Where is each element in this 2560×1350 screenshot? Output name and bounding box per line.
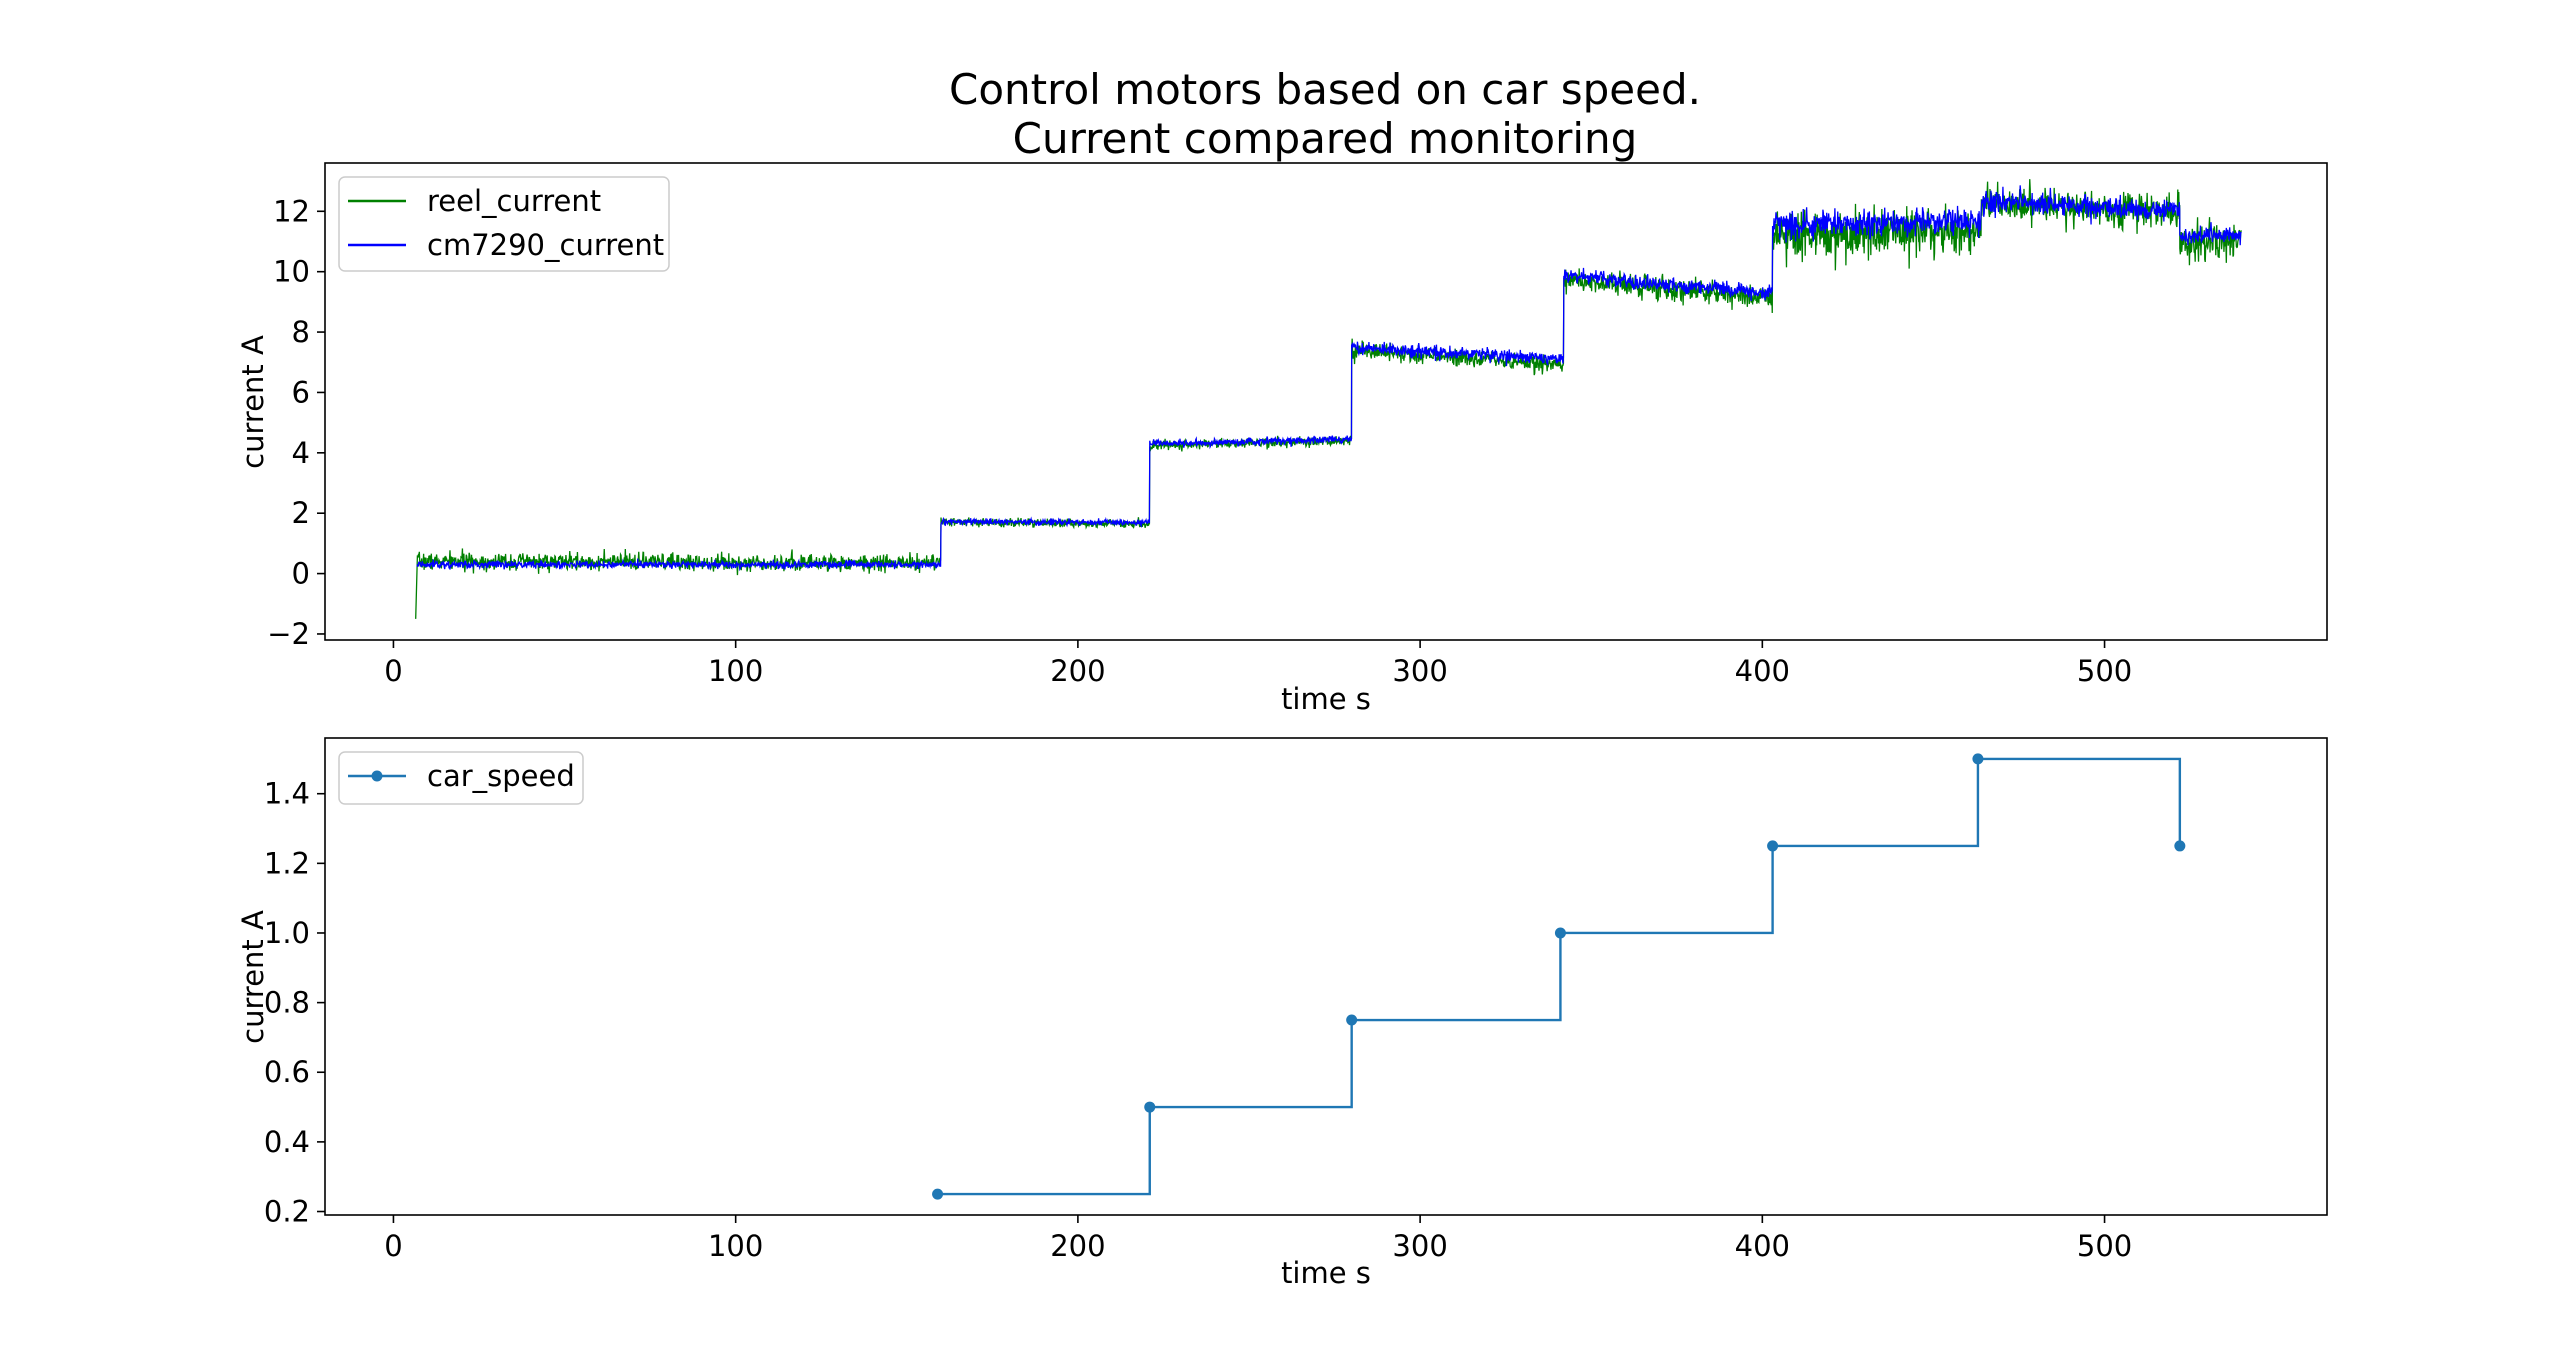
car-speed-point — [932, 1188, 944, 1200]
speed-x-tick-label: 300 — [1392, 1229, 1447, 1263]
current-x-tick-label: 100 — [708, 654, 763, 688]
current-y-tick-label: 4 — [292, 436, 310, 470]
car-speed-legend-marker — [371, 770, 383, 782]
current-x-ticks: 0 100 200 300 400 500 — [384, 640, 2132, 688]
current-y-tick-label: 10 — [273, 255, 310, 289]
speed-x-tick-label: 0 — [384, 1229, 402, 1263]
current-y-tick-label: 12 — [273, 194, 310, 228]
current-plot-frame — [324, 162, 2328, 641]
current-y-tick-label: 8 — [292, 315, 310, 349]
speed-x-axis-label: time s — [1281, 1256, 1371, 1290]
speed-x-tick-label: 200 — [1050, 1229, 1105, 1263]
speed-x-tick-label: 400 — [1735, 1229, 1790, 1263]
current-y-axis-label: current A — [236, 335, 270, 469]
current-y-tick-label: −2 — [267, 617, 310, 651]
speed-y-tick-label: 1.4 — [264, 777, 310, 811]
chart-title-line-1: Control motors based on car speed. — [949, 65, 1701, 114]
speed-y-tick-label: 0.4 — [264, 1125, 310, 1159]
current-x-tick-label: 0 — [384, 654, 402, 688]
speed-x-tick-label: 500 — [2077, 1229, 2132, 1263]
car-speed-point — [1767, 840, 1779, 852]
speed-y-axis-label: current A — [236, 910, 270, 1044]
car-speed-legend-label: car_speed — [427, 759, 575, 793]
speed-y-tick-label: 0.2 — [264, 1195, 310, 1229]
speed-y-tick-label: 1.2 — [264, 846, 310, 880]
current-y-tick-label: 0 — [292, 557, 310, 591]
current-comparison-subplot: 0 100 200 300 400 500 −2 0 2 4 6 8 10 12 time s curr… — [236, 162, 2328, 716]
current-x-tick-label: 300 — [1392, 654, 1447, 688]
car-speed-subplot: 0 100 200 300 400 500 0.2 0.4 0.6 0.8 1.0 1.2 1.4 t… — [236, 737, 2328, 1290]
speed-x-tick-label: 100 — [708, 1229, 763, 1263]
speed-legend-box — [338, 751, 584, 805]
car-speed-point — [1144, 1101, 1156, 1113]
speed-y-tick-label: 0.6 — [264, 1055, 310, 1089]
speed-series-layer — [932, 753, 2186, 1200]
current-x-tick-label: 500 — [2077, 654, 2132, 688]
reel-current-legend-label: reel_current — [427, 184, 601, 218]
chart-title-line-2: Current compared monitoring — [1013, 114, 1638, 163]
current-legend-box — [338, 176, 670, 272]
speed-y-tick-label: 0.8 — [264, 986, 310, 1020]
current-y-ticks: −2 0 2 4 6 8 10 12 — [267, 194, 325, 651]
speed-x-ticks: 0 100 200 300 400 500 — [384, 1215, 2132, 1263]
speed-plot-frame — [324, 737, 2328, 1216]
car-speed-point — [1346, 1014, 1358, 1026]
speed-y-ticks: 0.2 0.4 0.6 0.8 1.0 1.2 1.4 — [264, 777, 325, 1229]
car-speed-point — [1554, 927, 1566, 939]
car-speed-point — [2174, 840, 2186, 852]
speed-plot-area — [325, 738, 2327, 1215]
current-x-axis-label: time s — [1281, 682, 1371, 716]
speed-y-tick-label: 1.0 — [264, 916, 310, 950]
current-y-tick-label: 2 — [292, 496, 310, 530]
car-speed-point — [1972, 753, 1984, 765]
current-x-tick-label: 400 — [1735, 654, 1790, 688]
cm7290-current-line — [416, 185, 2242, 572]
current-legend: reel_current cm7290_current — [338, 176, 670, 272]
current-series-layer — [415, 179, 2242, 619]
current-y-tick-label: 6 — [292, 375, 310, 409]
speed-legend: car_speed — [338, 751, 584, 805]
cm7290-current-legend-label: cm7290_current — [427, 228, 664, 262]
current-x-tick-label: 200 — [1050, 654, 1105, 688]
